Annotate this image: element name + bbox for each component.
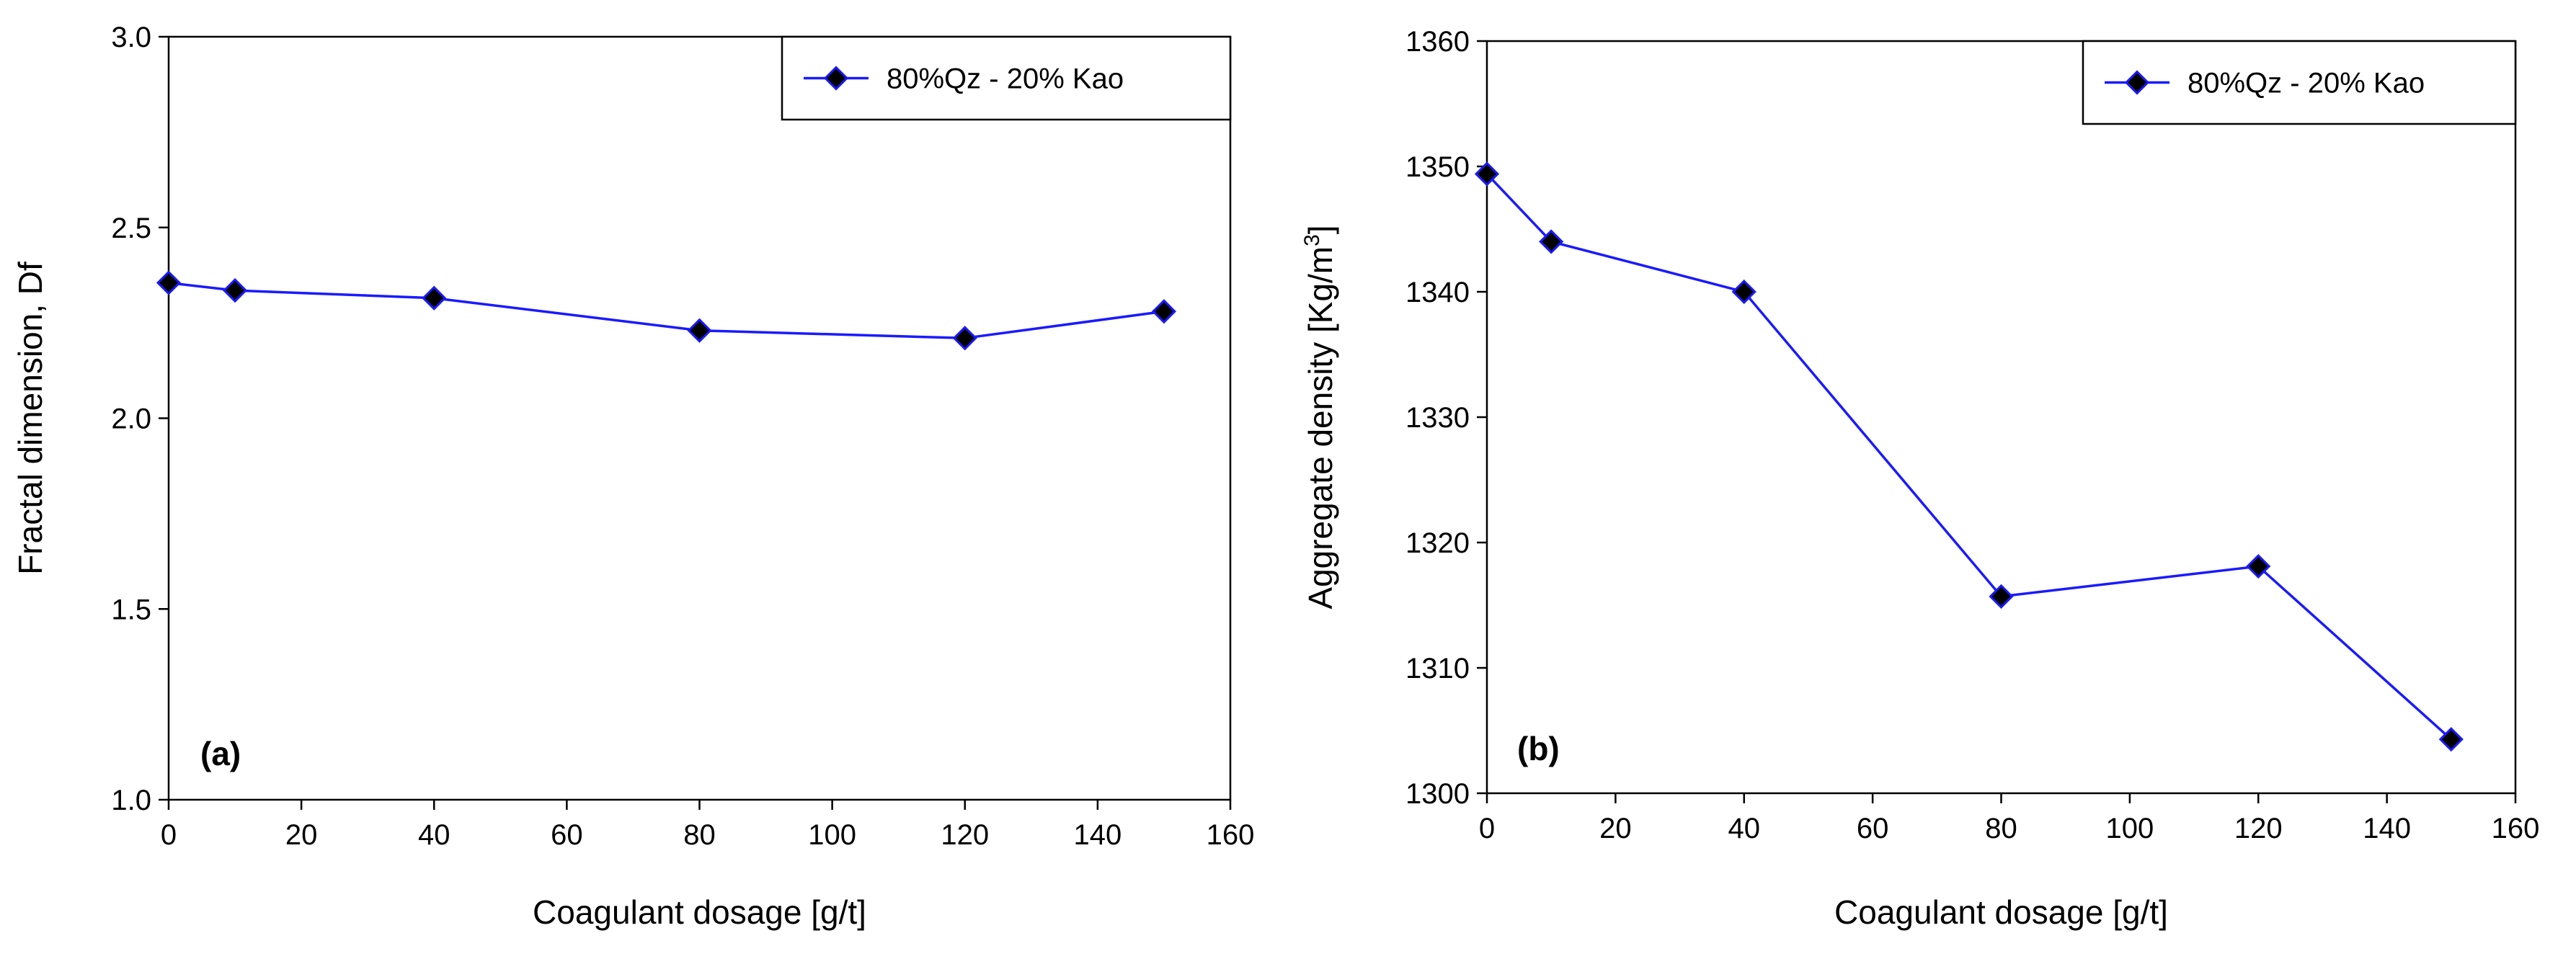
chart-panel-b: 0 20 40 60 80 100 120 140 160 1300 1310 1320 1330 134… [1300, 26, 2539, 931]
x-tick-label: 40 [1728, 813, 1761, 844]
y-tick-label: 1360 [1405, 26, 1470, 58]
panel-tag: (b) [1517, 730, 1560, 767]
x-tick-label: 60 [1857, 813, 1889, 844]
y-tick-label: 1.0 [111, 785, 151, 816]
data-point [687, 318, 712, 343]
data-point [2438, 727, 2464, 752]
x-tick-label: 120 [2234, 813, 2283, 844]
y-axis-title-main: Aggregate density [Kg/m [1302, 246, 1339, 610]
data-point [156, 270, 182, 295]
x-tick-label: 100 [2106, 813, 2154, 844]
series-line [1485, 173, 2452, 741]
data-point [1474, 161, 1500, 187]
plot-frame [1485, 40, 2517, 795]
x-tick-label: 80 [1985, 813, 2017, 844]
x-tick-label: 20 [1599, 813, 1632, 844]
x-tick-label: 40 [418, 819, 450, 851]
y-axis-title: Fractal dimension, Df [12, 262, 49, 575]
data-point [222, 277, 248, 303]
y-tick-label: 1350 [1405, 151, 1470, 183]
data-point [1731, 279, 1756, 305]
y-axis-title-superscript: 3 [1300, 234, 1324, 246]
series-line [168, 281, 1165, 340]
data-point [952, 326, 977, 351]
x-axis-title: Coagulant dosage [g/t] [1834, 893, 2168, 931]
x-tick-label: 160 [2492, 813, 2540, 844]
chart-panel-a: 0 20 40 60 80 100 120 140 160 1.0 1.5 2.0 2.5 3.0 Coag… [12, 22, 1254, 931]
plot-frame [167, 35, 1232, 801]
y-tick-label: 1320 [1405, 527, 1470, 559]
x-tick-label: 0 [1479, 813, 1495, 844]
legend-marker [2124, 70, 2150, 95]
data-point [422, 285, 447, 311]
legend-label: 80%Qz - 20% Kao [2188, 68, 2425, 99]
y-tick-label: 2.5 [111, 213, 151, 244]
y-tick-label: 1300 [1405, 778, 1470, 810]
x-tick-label: 80 [683, 819, 716, 851]
x-tick-label: 60 [551, 819, 583, 851]
y-tick-label: 1330 [1405, 402, 1470, 434]
y-tick-label: 1.5 [111, 594, 151, 625]
x-tick-label: 160 [1207, 819, 1255, 851]
y-axis-title: Aggregate density [Kg/m3] [1300, 225, 1339, 609]
legend-marker [823, 66, 849, 91]
x-tick-label: 0 [161, 819, 177, 851]
x-tick-label: 120 [941, 819, 989, 851]
data-point [1151, 299, 1177, 324]
legend-label: 80%Qz - 20% Kao [887, 63, 1124, 95]
y-tick-label: 1340 [1405, 277, 1470, 308]
x-tick-label: 100 [808, 819, 856, 851]
x-axis-title: Coagulant dosage [g/t] [533, 893, 866, 931]
y-axis-title-end: ] [1302, 225, 1339, 234]
data-point [1539, 229, 1564, 254]
panel-tag: (a) [200, 735, 241, 772]
y-tick-label: 3.0 [111, 22, 151, 53]
x-tick-label: 140 [2363, 813, 2411, 844]
data-point [2246, 553, 2271, 579]
y-tick-label: 2.0 [111, 403, 151, 435]
x-tick-label: 20 [285, 819, 318, 851]
data-point [1989, 584, 2014, 609]
x-tick-label: 140 [1074, 819, 1122, 851]
y-tick-label: 1310 [1405, 653, 1470, 684]
